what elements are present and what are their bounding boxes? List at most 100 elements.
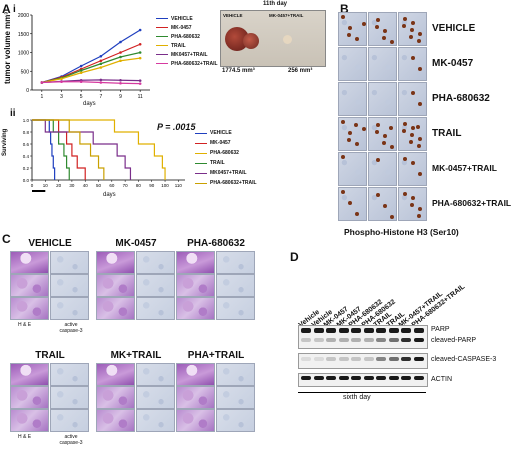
caspase-micrograph: [136, 251, 175, 274]
legend-label: TRAIL: [210, 160, 225, 166]
photo-right-label: MK-0457+TRAIL: [269, 13, 304, 18]
stain-dot: [402, 24, 406, 28]
stain-dot: [411, 161, 415, 165]
legend-item: PHA-680632: [156, 32, 218, 41]
legend-item: MK0457+TRAIL: [195, 168, 257, 178]
parp-band: [326, 328, 336, 333]
he-micrograph: [176, 274, 215, 297]
stain-dot: [411, 91, 415, 95]
caspase-micrograph: [50, 363, 89, 386]
legend-item: PHA-680632+TRAIL: [195, 178, 257, 188]
tv-point: [79, 80, 83, 84]
stain-dot: [402, 129, 406, 133]
sv-xtick-label: 110: [175, 183, 183, 188]
histone-micrograph: [368, 82, 397, 116]
histology-group-title: PHA+TRAIL: [187, 350, 245, 361]
sv-series-line: [32, 119, 132, 180]
stain-dot: [417, 39, 421, 43]
tv-point: [138, 79, 142, 82]
caspase-micrograph: [136, 274, 175, 297]
histology-group-title: PHA-680632: [187, 238, 245, 249]
legend-swatch: [195, 152, 207, 154]
tumor-treated: [283, 35, 292, 44]
sv-ytick-label: 0.2: [23, 166, 30, 171]
tv-point: [99, 81, 103, 84]
tv-xtick-label: 1: [40, 94, 43, 100]
stain-dot: [403, 17, 407, 21]
stain-dot: [410, 133, 414, 137]
legend-swatch: [195, 132, 207, 134]
stain-dot: [409, 140, 413, 144]
tv-point: [60, 77, 63, 81]
he-micrograph: [96, 251, 135, 274]
survival-legend: VEHICLE MK-0457 PHA-680632 TRAIL MK0457+TRAI…: [195, 128, 257, 188]
legend-item: VEHICLE: [156, 14, 218, 23]
legend-swatch: [195, 162, 207, 164]
legend-swatch: [156, 18, 168, 19]
legend-swatch: [156, 36, 168, 37]
actin-band: [413, 376, 424, 380]
stain-dot: [418, 172, 422, 176]
cleaved-parp-band: [338, 338, 349, 342]
label-parp: PARP: [431, 326, 450, 333]
histone-micrograph: [368, 47, 397, 81]
tv-ytick-label: 0: [26, 88, 29, 94]
stain-dot: [418, 207, 422, 211]
tv-point: [60, 80, 63, 84]
tv-point: [119, 81, 122, 85]
tv-point: [138, 28, 142, 32]
phospho-histone-grid: VEHICLE MK-0457 PHA-680632 TRAIL MK-0457+TRA…: [338, 12, 518, 225]
sv-ytick-label: 0.4: [23, 154, 30, 159]
he-micrograph: [96, 363, 135, 386]
stain-dot: [411, 126, 415, 130]
histology-group-title: VEHICLE: [28, 238, 72, 249]
caspase-micrograph: [50, 297, 89, 320]
stain-dot: [390, 145, 394, 149]
sv-xtick-label: 50: [96, 183, 102, 188]
he-micrograph: [10, 363, 49, 386]
cleaved-parp-band: [363, 338, 374, 342]
stain-dot: [355, 37, 359, 41]
caspase3-band: [413, 357, 424, 361]
sv-series-line: [32, 119, 105, 180]
caspase3-band: [376, 357, 386, 361]
tv-point: [79, 64, 83, 68]
legend-label: PHA-680632+TRAIL: [210, 180, 257, 186]
panel-label-b: B: [340, 2, 349, 16]
legend-label: MK0457+TRAIL: [171, 51, 208, 58]
stain-dot: [376, 193, 380, 197]
row-label: PHA-680632+TRAIL: [432, 198, 512, 208]
sv-ytick-label: 0.0: [23, 178, 30, 183]
stain-dot: [390, 215, 394, 219]
sv-xtick-label: 40: [83, 183, 89, 188]
photo-title: 11th day: [263, 1, 288, 7]
tumor-photo: VEHICLE MK-0457+TRAIL: [220, 10, 326, 67]
stain-dot: [417, 144, 421, 148]
parp-band: [338, 328, 349, 333]
stain-dot: [411, 196, 415, 200]
sv-series-line: [32, 119, 86, 180]
histology-grid: VEHICLE H & E active caspase-3 MK-0457 PHA-6…: [0, 238, 270, 458]
stain-dot: [382, 36, 386, 40]
caspase3-band: [351, 357, 361, 361]
vol-left: 1774.5 mm³: [222, 68, 255, 74]
cleaved-parp-band: [351, 338, 361, 342]
panel-label-a-i: i: [13, 4, 16, 15]
photo-left-label: VEHICLE: [223, 13, 243, 18]
stain-dot: [355, 212, 359, 216]
label-actin: ACTIN: [431, 376, 452, 383]
panel-label-a-ii: ii: [10, 108, 16, 119]
cleaved-parp-band: [376, 338, 386, 342]
stain-dot: [390, 40, 394, 44]
stain-dot: [375, 130, 379, 134]
caspase-micrograph: [50, 386, 89, 409]
stain-dot: [362, 127, 366, 131]
legend-label: MK-0457: [171, 24, 192, 31]
tv-ytick-label: 1000: [18, 51, 29, 57]
legend-swatch: [195, 182, 207, 184]
actin-band: [338, 376, 349, 380]
parp-band: [363, 328, 374, 333]
histone-micrograph: [338, 117, 367, 151]
legend-label: PHA-680632+TRAIL: [171, 60, 218, 67]
sv-xtick-label: 100: [161, 183, 169, 188]
